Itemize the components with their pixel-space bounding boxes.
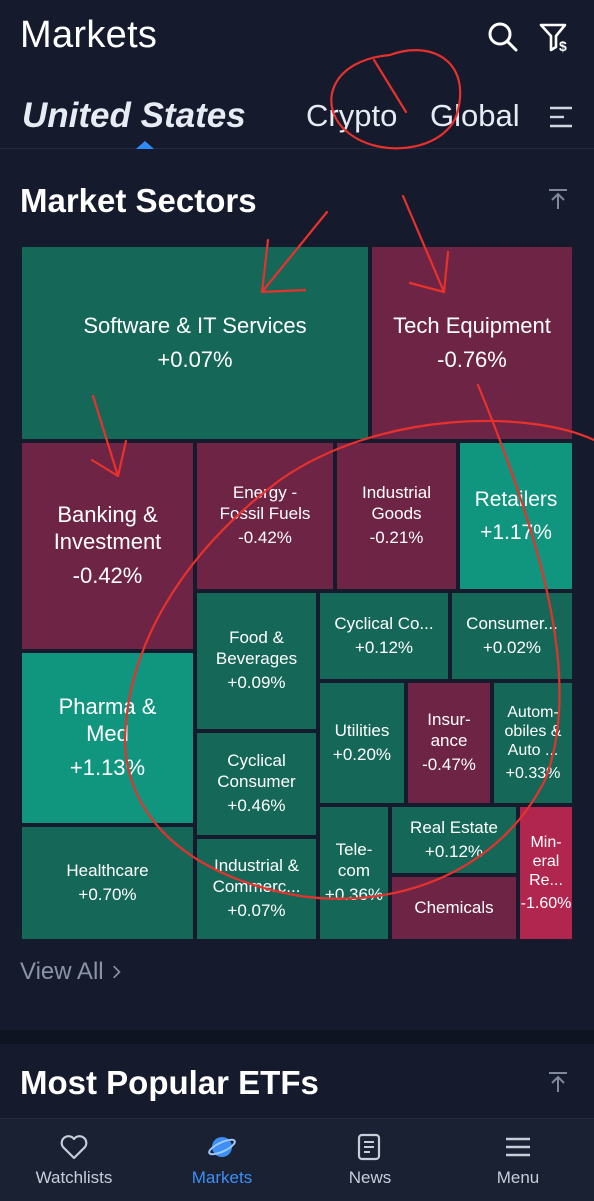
sector-change: +0.12% [354,638,414,657]
sector-name: Consumer... [466,613,558,633]
chevron-right-icon [112,965,121,979]
nav-markets[interactable]: Markets [148,1119,296,1201]
sector-tile[interactable]: Utilities +0.20% [318,681,406,805]
sector-tile[interactable]: Pharma & Med +1.13% [20,651,195,825]
sector-tile[interactable]: Autom- obiles & Auto ... +0.33% [492,681,574,805]
sector-change: +0.09% [227,673,286,693]
sector-tile[interactable]: Real Estate +0.12% [390,805,518,875]
sector-change: +0.33% [505,765,561,783]
tab-global[interactable]: Global [430,98,520,133]
sector-name: Min- eral Re... [529,833,563,889]
sector-name: Cyclical Consumer [217,751,296,791]
page-title: Markets [20,14,158,56]
sector-change: -0.42% [72,563,143,589]
sector-name: Tele- com [335,840,373,880]
sector-name: Software & IT Services [83,312,307,338]
sector-change: -0.21% [369,528,424,548]
heart-icon [60,1135,88,1160]
sector-change: +0.46% [227,796,286,816]
collapse-up-icon[interactable] [546,187,570,211]
sector-treemap: Software & IT Services +0.07% Tech Equipme… [20,245,574,941]
sector-tile[interactable]: Healthcare +0.70% [20,825,195,941]
region-tabs: United States Crypto Global [0,90,594,149]
sector-tile[interactable]: Food & Beverages +0.09% [195,591,318,731]
section-divider [0,1030,594,1044]
sector-change: +0.20% [332,745,392,764]
sector-name: Real Estate [410,817,498,837]
nav-watchlists-label: Watchlists [35,1168,113,1187]
view-all-label: View All [20,958,104,985]
nav-menu[interactable]: Menu [444,1119,592,1201]
nav-news[interactable]: News [296,1119,444,1201]
sector-tile[interactable]: Banking & Investment -0.42% [20,441,195,651]
sector-change: +0.70% [78,885,137,904]
sector-name: Cyclical Co... [334,613,434,633]
sector-change: +1.13% [69,755,146,781]
sector-change: +0.07% [157,347,233,372]
sector-name: Healthcare [66,860,149,880]
tab-crypto[interactable]: Crypto [306,98,398,133]
collapse-up-icon[interactable] [546,1070,570,1094]
sector-change: +1.17% [480,521,552,544]
nav-markets-label: Markets [191,1168,253,1187]
nav-watchlists[interactable]: Watchlists [0,1119,148,1201]
sector-name: Insur- ance [427,710,471,750]
tabs-list-icon[interactable] [548,104,574,130]
nav-news-label: News [348,1168,392,1187]
sector-tile[interactable]: Retailers +1.17% [458,441,574,591]
sector-tile[interactable]: Tele- com +0.36% [318,805,390,941]
sector-name: Industrial Goods [362,483,431,523]
svg-text:$: $ [559,38,567,54]
sector-name: Banking & Investment [53,502,162,554]
sector-tile[interactable]: Chemicals [390,875,518,941]
sector-name: Tech Equipment [393,312,551,338]
hamburger-icon [506,1137,530,1157]
sector-name: Retailers [474,487,558,511]
sector-name: Autom- obiles & Auto ... [504,703,562,759]
sector-name: Food & Beverages [215,628,298,668]
sector-change: -0.42% [238,528,292,548]
market-sectors-title: Market Sectors [20,182,257,219]
sector-tile[interactable]: Industrial & Commerc... +0.07% [195,837,318,941]
sector-change: +0.07% [227,901,286,921]
nav-menu-label: Menu [496,1168,540,1187]
sector-tile[interactable]: Cyclical Co... +0.12% [318,591,450,681]
sector-name: Chemicals [414,897,494,917]
sector-tile[interactable]: Tech Equipment -0.76% [370,245,574,441]
sector-change: +0.02% [482,638,542,657]
sector-tile[interactable]: Energy - Fossil Fuels -0.42% [195,441,335,591]
view-all-link[interactable]: View All [20,958,122,986]
sector-tile[interactable]: Cyclical Consumer +0.46% [195,731,318,837]
tab-united-states[interactable]: United States [22,96,246,135]
sector-name: Utilities [334,720,390,740]
sector-change: +0.36% [324,885,384,905]
newspaper-icon [357,1133,381,1161]
active-tab-indicator [136,141,154,149]
sector-name: Pharma & Med [58,694,157,746]
planet-icon [208,1137,236,1157]
sector-change: -0.76% [437,347,507,372]
sector-name: Energy - Fossil Fuels [219,483,311,523]
sector-change: -1.60% [520,895,572,913]
sector-tile[interactable]: Industrial Goods -0.21% [335,441,458,591]
most-popular-etfs-title: Most Popular ETFs [20,1064,319,1101]
sector-tile[interactable]: Software & IT Services +0.07% [20,245,370,441]
sector-tile[interactable]: Consumer... +0.02% [450,591,574,681]
sector-tile[interactable]: Insur- ance -0.47% [406,681,492,805]
sector-change: +0.12% [424,842,484,861]
sector-tile[interactable]: Min- eral Re... -1.60% [518,805,574,941]
bottom-nav: Watchlists Markets News Menu [0,1118,594,1201]
search-icon[interactable] [486,20,520,54]
sector-name: Industrial & Commerc... [212,856,301,896]
funnel-dollar-icon[interactable]: $ [538,20,572,54]
sector-change: -0.47% [422,755,476,775]
